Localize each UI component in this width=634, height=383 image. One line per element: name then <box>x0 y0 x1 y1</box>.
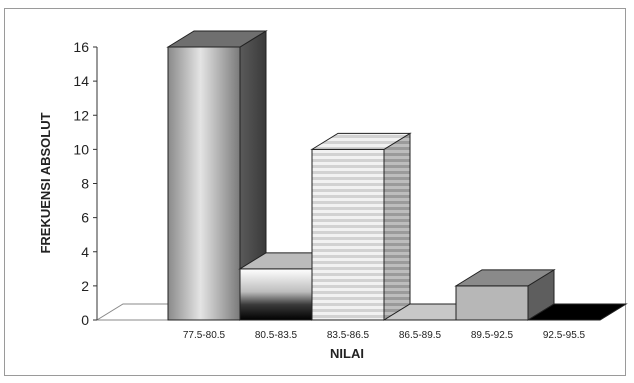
x-tick-label: 89.5-92.5 <box>471 330 514 341</box>
y-tick-label: 2 <box>81 278 89 294</box>
bar-top <box>454 269 556 287</box>
x-tick-label: 83.5-86.5 <box>327 330 370 341</box>
bar-front <box>311 148 385 321</box>
x-tick-label: 92.5-95.5 <box>543 330 586 341</box>
y-tick-label: 10 <box>73 141 89 157</box>
x-tick-label: 80.5-83.5 <box>255 330 298 341</box>
y-tick-label: 8 <box>81 176 89 192</box>
bar <box>166 30 268 321</box>
bar-top <box>310 132 412 150</box>
y-axis-title: FREKUENSI ABSOLUT <box>38 112 53 253</box>
y-tick-label: 16 <box>73 39 89 55</box>
x-tick-label: 86.5-89.5 <box>399 330 442 341</box>
y-tick-label: 4 <box>81 244 89 260</box>
bar-front <box>455 285 529 321</box>
y-tick-label: 12 <box>73 107 89 123</box>
bar-front <box>167 46 241 321</box>
bar-front <box>239 268 313 321</box>
bar-top <box>166 30 268 48</box>
y-tick-label: 14 <box>73 73 89 89</box>
bar-side <box>383 132 411 321</box>
bar <box>310 132 412 321</box>
x-tick-label: 77.5-80.5 <box>183 330 226 341</box>
bar <box>526 303 628 321</box>
bar-top <box>526 303 628 321</box>
y-tick-label: 6 <box>81 210 89 226</box>
y-tick-label: 0 <box>81 312 89 328</box>
x-axis-title: NILAI <box>330 346 364 361</box>
